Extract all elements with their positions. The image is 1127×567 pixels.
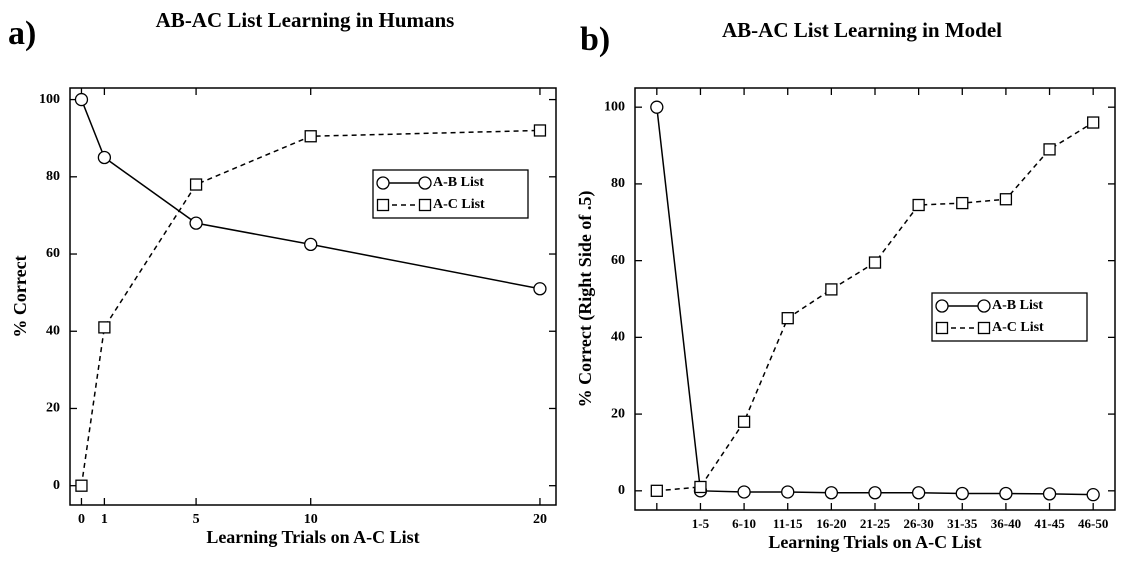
panel-label: b) <box>580 21 610 58</box>
y-tick-label: 20 <box>611 406 625 421</box>
y-tick-label: 100 <box>604 99 625 114</box>
panel: b) AB-AC List Learning in Model 1-5 6-10 11-… <box>575 18 1116 552</box>
marker <box>304 237 318 252</box>
y-axis-label: % Correct <box>10 255 30 337</box>
marker <box>868 256 882 269</box>
x-tick-label: 1-5 <box>692 516 710 531</box>
marker <box>955 486 969 501</box>
x-tick-label: 36-40 <box>991 516 1021 531</box>
x-tick-label: 6-10 <box>732 516 756 531</box>
marker <box>1087 116 1100 129</box>
y-axis-label: % Correct (Right Side of .5) <box>575 191 596 408</box>
legend-label: A-B List <box>433 175 484 190</box>
marker <box>911 486 926 500</box>
marker <box>376 198 390 212</box>
x-tick-label: 10 <box>304 512 318 527</box>
marker <box>650 484 663 497</box>
legend: A-B List A-C List <box>931 292 1088 342</box>
y-tick-label: 0 <box>618 483 625 498</box>
marker <box>189 216 203 230</box>
marker <box>1043 143 1056 156</box>
x-tick-label: 26-30 <box>903 516 933 531</box>
marker <box>418 198 432 212</box>
marker <box>999 193 1013 206</box>
marker <box>781 485 795 499</box>
y-tick-label: 80 <box>611 176 625 191</box>
x-tick-label: 31-35 <box>947 516 978 531</box>
marker <box>781 312 794 325</box>
legend-label: A-B List <box>992 298 1043 313</box>
chart-title: AB-AC List Learning in Model <box>722 18 1002 42</box>
marker <box>533 124 547 137</box>
x-tick-label: 5 <box>193 512 200 527</box>
x-axis-label: Learning Trials on A-C List <box>206 527 419 547</box>
marker <box>825 283 838 296</box>
marker <box>737 485 751 499</box>
x-axis-label: Learning Trials on A-C List <box>768 532 981 552</box>
x-tick-label: 21-25 <box>860 516 891 531</box>
y-tick-label: 60 <box>611 253 625 268</box>
legend-box <box>931 292 1088 342</box>
y-tick-label: 80 <box>46 169 60 184</box>
marker <box>97 150 112 165</box>
y-tick-label: 100 <box>39 92 60 107</box>
panel: a) AB-AC List Learning in Humans 0 1 5 10 20 0 2… <box>8 8 557 547</box>
marker <box>418 176 432 190</box>
marker <box>977 321 991 335</box>
marker <box>977 299 991 313</box>
marker <box>98 321 111 334</box>
x-tick-label: 41-45 <box>1034 516 1065 531</box>
marker <box>824 486 839 500</box>
marker <box>737 415 751 428</box>
legend-label: A-C List <box>992 320 1044 335</box>
marker <box>189 178 203 191</box>
marker <box>533 282 547 296</box>
x-tick-label: 11-15 <box>773 516 803 531</box>
x-tick-label: 46-50 <box>1078 516 1108 531</box>
x-tick-label: 1 <box>101 512 108 527</box>
x-tick-label: 16-20 <box>816 516 846 531</box>
marker <box>1042 487 1057 501</box>
y-tick-label: 0 <box>53 478 60 493</box>
marker <box>694 480 707 494</box>
legend-box <box>372 169 529 219</box>
marker <box>376 176 390 190</box>
x-tick-label: 0 <box>78 512 85 527</box>
y-tick-label: 40 <box>611 330 625 345</box>
x-tick-label: 20 <box>533 512 547 527</box>
y-tick-label: 20 <box>46 401 60 416</box>
panel-label: a) <box>8 15 36 52</box>
marker <box>999 486 1013 501</box>
marker <box>868 486 882 500</box>
marker <box>912 198 925 212</box>
y-tick-label: 60 <box>46 246 60 261</box>
marker <box>935 299 949 313</box>
marker <box>1086 488 1100 502</box>
y-tick-label: 40 <box>46 323 60 338</box>
marker <box>650 100 664 114</box>
marker <box>935 321 949 335</box>
marker <box>74 92 89 107</box>
legend: A-B List A-C List <box>372 169 529 219</box>
legend-label: A-C List <box>433 197 485 212</box>
plot-frame <box>69 87 557 506</box>
marker <box>956 196 969 210</box>
marker <box>304 130 317 143</box>
chart-title: AB-AC List Learning in Humans <box>156 8 455 32</box>
marker <box>75 479 88 492</box>
